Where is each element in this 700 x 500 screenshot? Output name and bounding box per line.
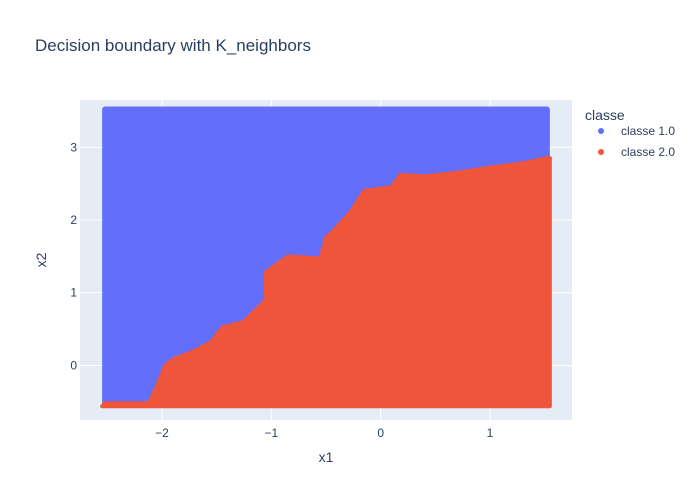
y-tick-label: 0 bbox=[70, 358, 77, 372]
y-tick-label: 2 bbox=[70, 213, 77, 227]
x-tick-label: −2 bbox=[155, 426, 169, 440]
y-tick-label: 1 bbox=[70, 286, 77, 300]
x-axis-title: x1 bbox=[319, 449, 334, 465]
legend-title: classe bbox=[585, 107, 625, 123]
chart-title: Decision boundary with K_neighbors bbox=[35, 36, 311, 55]
legend-item-classe-2[interactable]: classe 2.0 bbox=[598, 145, 675, 159]
legend-marker-classe-1 bbox=[598, 128, 604, 134]
legend[interactable]: classe classe 1.0 classe 2.0 bbox=[585, 107, 675, 159]
legend-item-classe-1[interactable]: classe 1.0 bbox=[598, 124, 675, 138]
x-tick-label: −1 bbox=[264, 426, 278, 440]
legend-label-classe-2: classe 2.0 bbox=[621, 145, 675, 159]
y-axis-ticks: 0 1 2 3 bbox=[70, 140, 77, 372]
data-layer bbox=[100, 106, 552, 409]
x-tick-label: 0 bbox=[377, 426, 384, 440]
x-axis-ticks: −2 −1 0 1 bbox=[155, 426, 494, 440]
legend-marker-classe-2 bbox=[598, 149, 604, 155]
y-axis-title: x2 bbox=[33, 252, 49, 267]
x-tick-label: 1 bbox=[487, 426, 494, 440]
legend-label-classe-1: classe 1.0 bbox=[621, 124, 675, 138]
region-classe-2 bbox=[100, 156, 552, 409]
y-tick-label: 3 bbox=[70, 140, 77, 154]
